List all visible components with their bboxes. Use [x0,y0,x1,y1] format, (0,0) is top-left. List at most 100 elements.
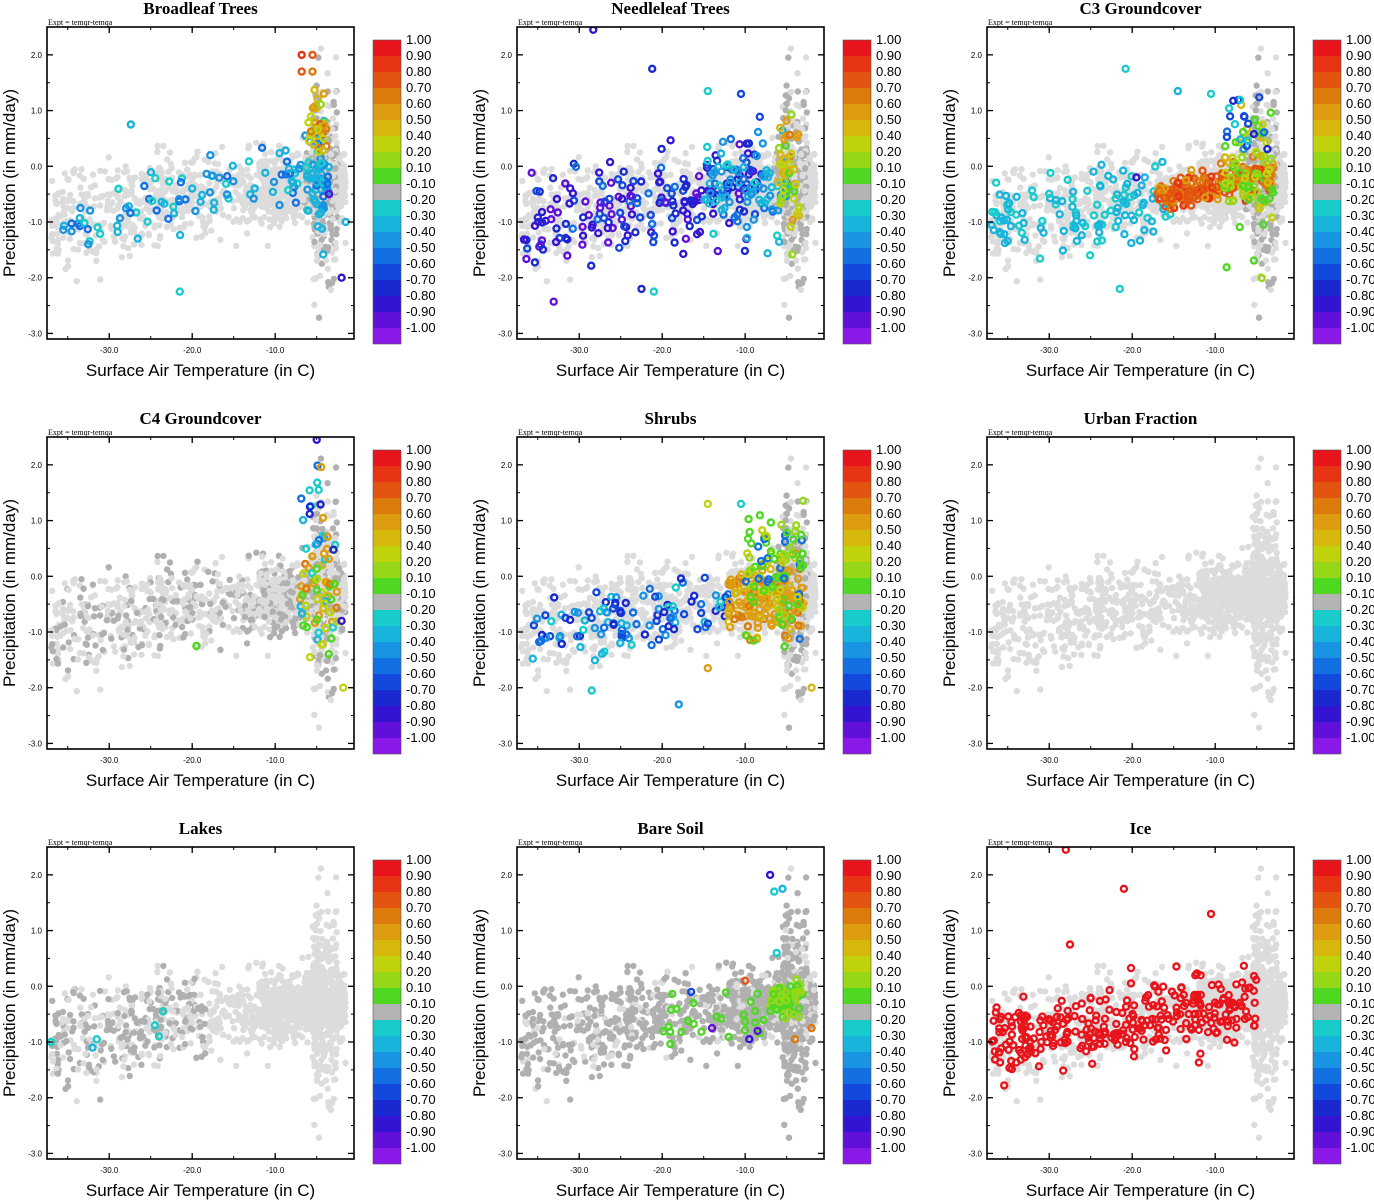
bg-point [1158,143,1166,151]
bg-point [154,142,161,150]
bg-point [163,156,171,163]
bg-point [717,175,724,182]
bg-point [84,192,92,200]
bg-point [529,195,537,203]
bg-point [1255,54,1262,61]
bg-point [311,301,318,308]
bg-point [799,115,807,122]
bg-point [70,168,77,176]
data-point [519,235,529,244]
colorbar-swatch [373,56,401,72]
data-point [685,221,694,231]
bg-point [333,225,340,233]
data-point [790,165,799,174]
colorbar-label: 0.20 [876,144,901,159]
bg-point [191,155,198,163]
data-point [760,198,769,208]
bg-point [60,234,67,241]
data-point [324,189,334,199]
data-points [518,27,819,321]
bg-point [193,234,200,241]
bg-point [1236,204,1244,211]
data-point [287,176,296,186]
bg-point [93,257,100,264]
bg-point [573,207,580,214]
data-point [304,136,313,145]
data-point [749,215,758,224]
data-point [75,213,85,223]
data-point [164,214,173,224]
data-point [663,183,672,193]
data-point [709,229,718,239]
bg-point [93,246,100,253]
bg-point [688,177,696,185]
x-axis-label: Surface Air Temperature (in C) [86,361,315,380]
data-point [244,157,254,166]
bg-point [315,314,323,321]
bg-point [48,234,55,241]
plot-frame [516,26,825,340]
bg-point [1273,139,1281,146]
x-tick-label: -30.0 [570,346,589,355]
data-point [594,228,603,238]
bg-point [195,185,202,192]
data-point [785,130,794,140]
bg-point [1086,178,1093,185]
data-point [668,227,677,236]
data-point [551,237,561,247]
bg-point [686,170,694,178]
bg-point [993,200,1000,208]
bg-point [781,301,788,308]
data-point [291,198,301,207]
bg-point [679,168,686,175]
data-point [205,188,215,197]
bg-point [304,219,311,226]
data-point [176,178,186,187]
bg-point [200,222,207,230]
data-point [304,118,313,127]
data-point [59,225,68,235]
colorbar-swatch [373,136,401,152]
bg-point [651,159,659,166]
data-point [566,184,575,193]
bg-point [785,54,792,61]
bg-point [563,246,570,253]
x-tick-label: -10.0 [266,346,285,355]
bg-point [1025,244,1033,251]
bg-point [1085,232,1093,239]
bg-point [640,225,647,233]
bg-point [1054,174,1061,181]
data-point [763,172,773,182]
bg-point [1238,214,1246,221]
data-point [649,237,658,247]
bg-point [1032,232,1039,239]
bg-point [761,219,769,227]
bg-point [1282,239,1289,247]
bg-point [523,200,530,208]
data-point [692,189,701,198]
bg-point [166,149,174,156]
colorbar-label: 0.90 [406,48,431,63]
data-point [202,169,211,179]
bg-point [318,236,325,244]
bg-point [793,101,800,109]
bg-point [1213,213,1221,220]
bg-point [703,242,710,250]
colorbar-label: 1.00 [406,32,431,47]
bg-point [1050,207,1058,214]
data-point [313,222,323,231]
bg-point [197,171,204,178]
bg-point [66,235,74,243]
bg-point [1017,202,1024,210]
y-tick-label: -2.0 [28,274,42,283]
data-point [581,197,590,206]
bg-point [1173,242,1180,250]
bg-point [684,161,692,168]
bg-point [664,148,671,155]
bg-point [800,101,807,109]
data-point [649,287,659,296]
bg-point [577,191,584,199]
data-point [275,200,284,210]
